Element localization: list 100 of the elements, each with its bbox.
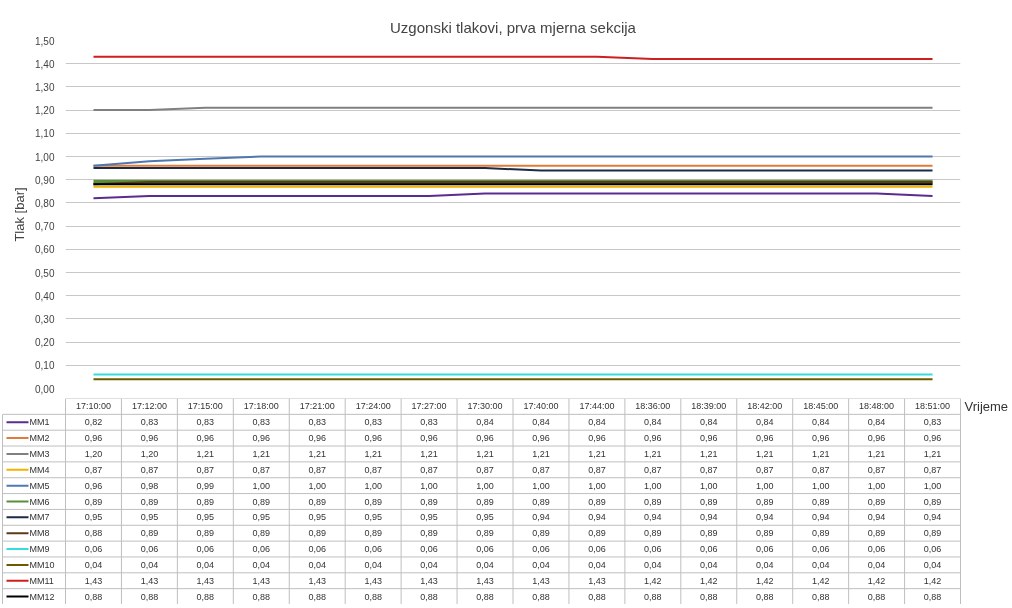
data-label: 0,95 xyxy=(140,512,159,523)
data-label: 0,96 xyxy=(811,433,830,444)
data-label: 0,88 xyxy=(196,591,215,602)
data-label: 1,43 xyxy=(252,575,271,586)
data-label: 1,21 xyxy=(308,448,326,459)
data-label: 0,06 xyxy=(700,544,718,555)
data-label: 0,89 xyxy=(476,496,494,507)
legend-label: MM11 xyxy=(29,575,54,586)
legend-label: MM10 xyxy=(29,559,55,570)
data-label: 1,43 xyxy=(476,575,494,586)
legend-label: MM12 xyxy=(29,591,55,602)
y-tick-label: 1,10 xyxy=(35,128,55,140)
data-label: 0,88 xyxy=(308,591,326,602)
data-label: 1,00 xyxy=(867,480,886,491)
x-tick-label: 18:36:00 xyxy=(635,401,671,412)
data-label: 1,21 xyxy=(923,448,942,459)
data-label: 0,83 xyxy=(923,417,942,428)
data-label: 0,84 xyxy=(588,417,606,428)
data-label: 0,89 xyxy=(923,496,942,507)
data-label: 0,96 xyxy=(755,433,774,444)
data-label: 0,88 xyxy=(420,591,438,602)
legend-label: MM3 xyxy=(29,448,50,459)
data-label: 0,88 xyxy=(644,591,662,602)
data-label: 0,04 xyxy=(532,559,550,570)
data-label: 1,43 xyxy=(196,575,215,586)
data-label: 0,06 xyxy=(252,544,271,555)
y-tick-label: 0,40 xyxy=(35,290,55,302)
data-label: 0,96 xyxy=(252,433,271,444)
data-label: 0,89 xyxy=(308,528,326,539)
data-label: 0,84 xyxy=(755,417,774,428)
data-label: 0,06 xyxy=(755,544,774,555)
data-label: 0,96 xyxy=(84,433,103,444)
data-label: 1,21 xyxy=(811,448,830,459)
legend-label: MM6 xyxy=(29,496,50,507)
data-label: 0,96 xyxy=(867,433,886,444)
data-label: 0,84 xyxy=(644,417,662,428)
data-label: 0,94 xyxy=(700,512,718,523)
data-label: 0,95 xyxy=(364,512,382,523)
data-label: 0,89 xyxy=(811,496,830,507)
data-label: 0,96 xyxy=(364,433,382,444)
data-label: 0,87 xyxy=(84,464,103,475)
data-label: 1,42 xyxy=(867,575,886,586)
data-label: 0,84 xyxy=(532,417,550,428)
y-tick-label: 0,20 xyxy=(35,337,55,349)
data-label: 0,95 xyxy=(84,512,103,523)
data-label: 1,21 xyxy=(755,448,774,459)
data-label: 0,87 xyxy=(420,464,438,475)
data-label: 0,84 xyxy=(811,417,830,428)
data-label: 0,94 xyxy=(755,512,774,523)
data-label: 0,87 xyxy=(476,464,494,475)
data-label: 0,84 xyxy=(700,417,718,428)
data-label: 1,43 xyxy=(84,575,103,586)
data-label: 0,89 xyxy=(308,496,326,507)
data-label: 0,89 xyxy=(140,496,159,507)
data-label: 0,83 xyxy=(420,417,438,428)
data-label: 0,96 xyxy=(700,433,718,444)
data-label: 0,95 xyxy=(252,512,271,523)
data-label: 0,94 xyxy=(923,512,942,523)
data-label: 0,98 xyxy=(140,480,159,491)
data-label: 1,42 xyxy=(644,575,662,586)
data-label: 0,04 xyxy=(196,559,215,570)
data-label: 0,87 xyxy=(811,464,830,475)
y-tick-label: 1,00 xyxy=(35,151,55,163)
data-label: 1,43 xyxy=(308,575,326,586)
data-label: 0,89 xyxy=(140,528,159,539)
data-label: 0,88 xyxy=(252,591,271,602)
data-label: 0,94 xyxy=(644,512,662,523)
x-axis-title: Vrijeme xyxy=(964,398,1009,414)
data-label: 0,95 xyxy=(476,512,494,523)
data-label: 0,06 xyxy=(364,544,382,555)
data-label: 0,87 xyxy=(867,464,886,475)
data-label: 0,06 xyxy=(308,544,326,555)
data-label: 1,21 xyxy=(252,448,271,459)
data-label: 0,88 xyxy=(84,591,103,602)
data-label: 0,89 xyxy=(644,528,662,539)
data-label: 1,00 xyxy=(755,480,774,491)
data-label: 0,83 xyxy=(308,417,326,428)
legend-label: MM8 xyxy=(29,528,50,539)
data-label: 0,94 xyxy=(588,512,606,523)
data-label: 0,83 xyxy=(196,417,215,428)
data-label: 0,89 xyxy=(532,496,550,507)
data-label: 0,88 xyxy=(700,591,718,602)
data-label: 1,00 xyxy=(420,480,438,491)
data-label: 0,89 xyxy=(252,496,271,507)
data-label: 1,21 xyxy=(867,448,886,459)
data-label: 0,94 xyxy=(867,512,886,523)
legend-label: MM4 xyxy=(29,464,50,475)
data-label: 0,04 xyxy=(364,559,382,570)
data-label: 0,04 xyxy=(700,559,718,570)
data-label: 0,04 xyxy=(867,559,886,570)
y-axis-title: Tlak [bar] xyxy=(12,187,28,242)
data-label: 0,88 xyxy=(755,591,774,602)
data-label: 0,87 xyxy=(364,464,382,475)
data-label: 0,88 xyxy=(923,591,942,602)
data-label: 0,89 xyxy=(252,528,271,539)
data-label: 0,96 xyxy=(308,433,326,444)
data-label: 0,89 xyxy=(364,496,382,507)
data-label: 1,43 xyxy=(420,575,438,586)
data-label: 0,82 xyxy=(84,417,103,428)
data-label: 0,04 xyxy=(644,559,662,570)
